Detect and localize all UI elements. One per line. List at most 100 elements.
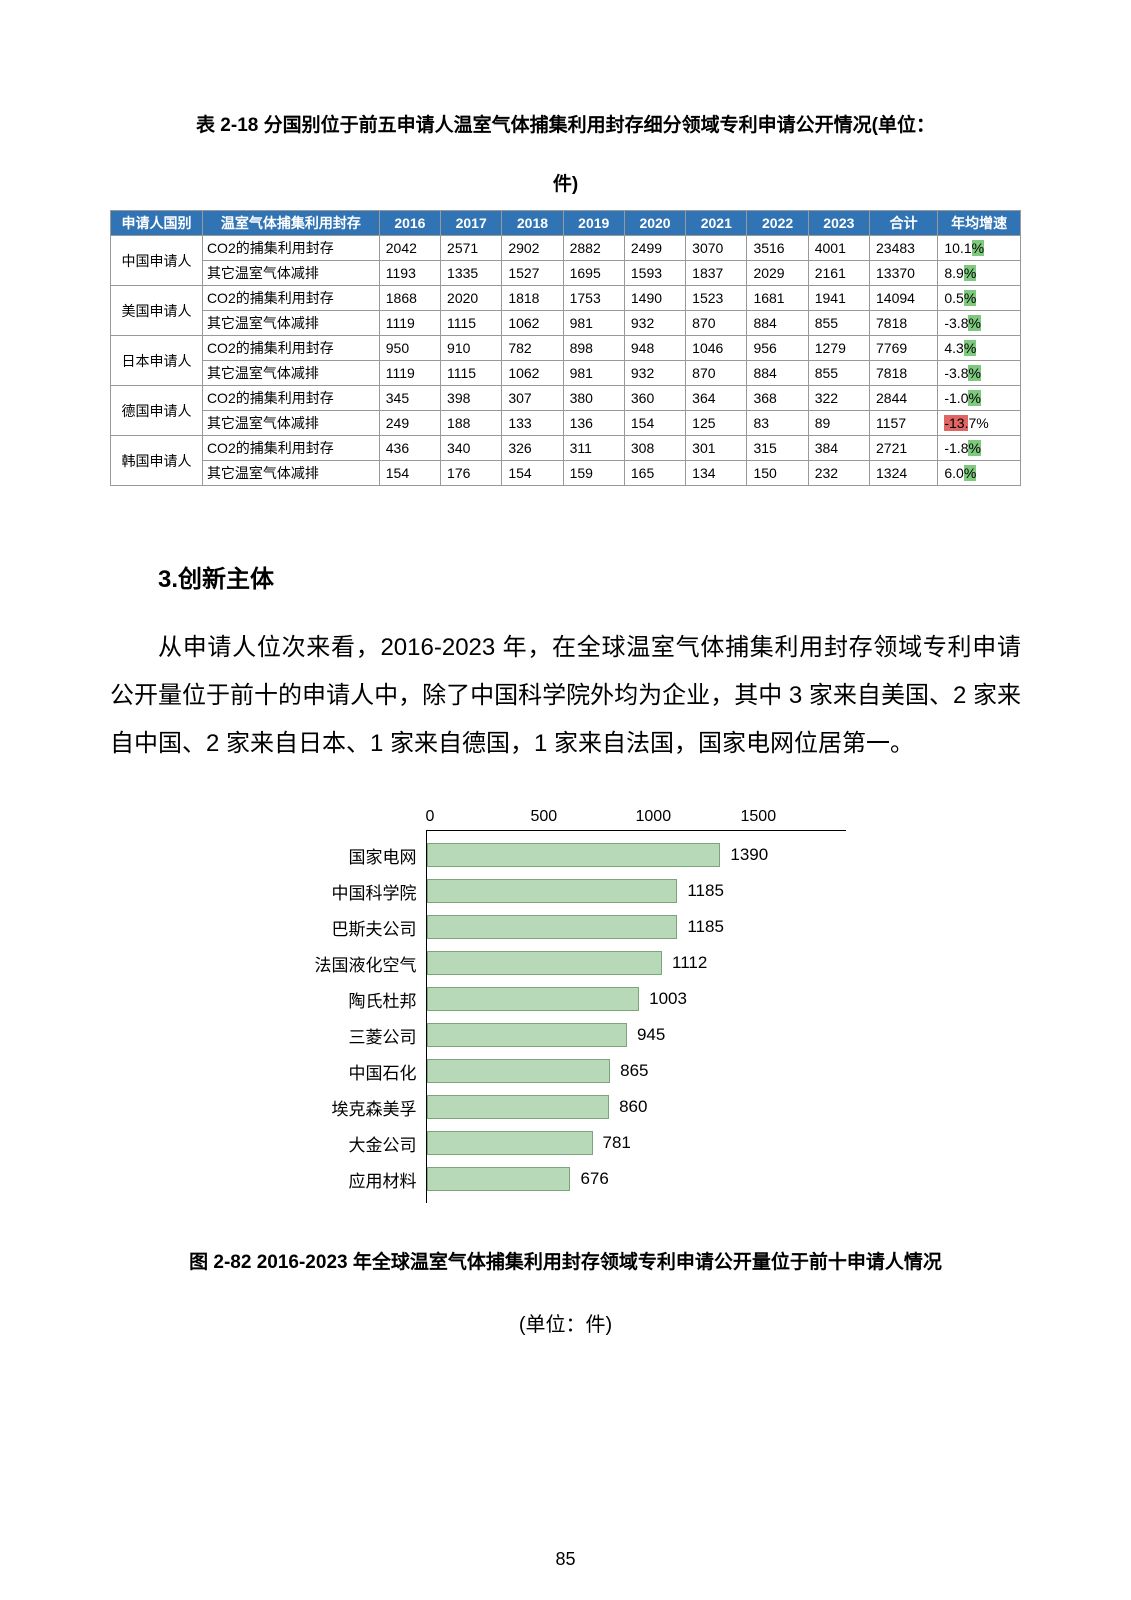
value-cell: 1593 (624, 261, 685, 286)
total-cell: 7769 (870, 336, 938, 361)
bar-row: 三菱公司945 (427, 1017, 846, 1053)
value-cell: 2571 (441, 236, 502, 261)
bar-label: 大金公司 (277, 1131, 427, 1156)
bar-value: 676 (580, 1169, 608, 1189)
x-tick: 0 (426, 808, 531, 826)
category-cell: 其它温室气体减排 (202, 311, 379, 336)
body-text: 3.创新主体 从申请人位次来看，2016-2023 年，在全球温室气体捕集利用封… (110, 556, 1021, 768)
value-cell: 159 (563, 461, 624, 486)
total-cell: 23483 (870, 236, 938, 261)
value-cell: 2020 (441, 286, 502, 311)
bar-value: 860 (619, 1097, 647, 1117)
x-tick: 1500 (741, 808, 846, 826)
value-cell: 1062 (502, 311, 563, 336)
value-cell: 133 (502, 411, 563, 436)
growth-cell: -13.7% (938, 411, 1021, 436)
value-cell: 368 (747, 386, 808, 411)
figure-caption-text: 图 2-82 2016-2023 年全球温室气体捕集利用封存领域专利申请公开量位… (189, 1252, 942, 1273)
value-cell: 1062 (502, 361, 563, 386)
value-cell: 932 (624, 311, 685, 336)
value-cell: 1119 (379, 311, 440, 336)
value-cell: 1193 (379, 261, 440, 286)
table-row: 中国申请人CO2的捕集利用封存2042257129022882249930703… (111, 236, 1021, 261)
bar (427, 987, 640, 1011)
bar-label: 中国石化 (277, 1059, 427, 1084)
chart-bars: 国家电网1390中国科学院1185巴斯夫公司1185法国液化空气1112陶氏杜邦… (426, 830, 846, 1203)
value-cell: 884 (747, 311, 808, 336)
value-cell: 1753 (563, 286, 624, 311)
table-header-cell: 2022 (747, 211, 808, 236)
bar-label: 应用材料 (277, 1167, 427, 1192)
table-row: 德国申请人CO2的捕集利用封存3453983073803603643683222… (111, 386, 1021, 411)
table-caption-line1: 表 2-18 分国别位于前五申请人温室气体捕集利用封存细分领域专利申请公开情况(… (196, 115, 935, 136)
value-cell: 884 (747, 361, 808, 386)
value-cell: 154 (624, 411, 685, 436)
table-header-cell: 申请人国别 (111, 211, 203, 236)
value-cell: 932 (624, 361, 685, 386)
value-cell: 150 (747, 461, 808, 486)
growth-cell: -1.0% (938, 386, 1021, 411)
table-header-cell: 2023 (808, 211, 869, 236)
value-cell: 165 (624, 461, 685, 486)
bar-value: 865 (620, 1061, 648, 1081)
value-cell: 134 (686, 461, 747, 486)
value-cell: 176 (441, 461, 502, 486)
table-row: 美国申请人CO2的捕集利用封存1868202018181753149015231… (111, 286, 1021, 311)
bar-value: 1185 (687, 881, 724, 901)
table-caption-line2: 件) (110, 169, 1021, 196)
table-header-cell: 2019 (563, 211, 624, 236)
table-row: 韩国申请人CO2的捕集利用封存4363403263113083013153842… (111, 436, 1021, 461)
figure-unit: (单位：件) (110, 1308, 1021, 1337)
bar-label: 中国科学院 (277, 879, 427, 904)
bar (427, 879, 678, 903)
value-cell: 364 (686, 386, 747, 411)
table-header-cell: 2017 (441, 211, 502, 236)
growth-cell: 10.1% (938, 236, 1021, 261)
value-cell: 1837 (686, 261, 747, 286)
bar (427, 1023, 627, 1047)
bar-row: 法国液化空气1112 (427, 945, 846, 981)
bar (427, 1059, 611, 1083)
value-cell: 1119 (379, 361, 440, 386)
table-header-cell: 温室气体捕集利用封存 (202, 211, 379, 236)
growth-cell: -3.8% (938, 361, 1021, 386)
bar-value: 1112 (672, 953, 707, 973)
value-cell: 2902 (502, 236, 563, 261)
bar-label: 巴斯夫公司 (277, 915, 427, 940)
total-cell: 2844 (870, 386, 938, 411)
table-header-cell: 2021 (686, 211, 747, 236)
value-cell: 950 (379, 336, 440, 361)
value-cell: 1681 (747, 286, 808, 311)
category-cell: CO2的捕集利用封存 (202, 336, 379, 361)
bar-row: 国家电网1390 (427, 837, 846, 873)
table-header-cell: 年均增速 (938, 211, 1021, 236)
bar (427, 915, 678, 939)
value-cell: 308 (624, 436, 685, 461)
category-cell: 其它温室气体减排 (202, 261, 379, 286)
value-cell: 910 (441, 336, 502, 361)
bar-row: 埃克森美孚860 (427, 1089, 846, 1125)
growth-cell: 6.0% (938, 461, 1021, 486)
value-cell: 1868 (379, 286, 440, 311)
value-cell: 1523 (686, 286, 747, 311)
value-cell: 154 (502, 461, 563, 486)
country-cell: 日本申请人 (111, 336, 203, 386)
category-cell: 其它温室气体减排 (202, 461, 379, 486)
value-cell: 436 (379, 436, 440, 461)
total-cell: 1324 (870, 461, 938, 486)
value-cell: 2499 (624, 236, 685, 261)
value-cell: 301 (686, 436, 747, 461)
total-cell: 14094 (870, 286, 938, 311)
bar-value: 1390 (730, 845, 768, 865)
section-heading: 3.创新主体 (110, 556, 1021, 604)
category-cell: 其它温室气体减排 (202, 411, 379, 436)
value-cell: 981 (563, 361, 624, 386)
value-cell: 136 (563, 411, 624, 436)
value-cell: 1695 (563, 261, 624, 286)
value-cell: 1279 (808, 336, 869, 361)
bar-label: 埃克森美孚 (277, 1095, 427, 1120)
table-header-cell: 2016 (379, 211, 440, 236)
table-header-cell: 合计 (870, 211, 938, 236)
bar (427, 1095, 610, 1119)
category-cell: CO2的捕集利用封存 (202, 286, 379, 311)
